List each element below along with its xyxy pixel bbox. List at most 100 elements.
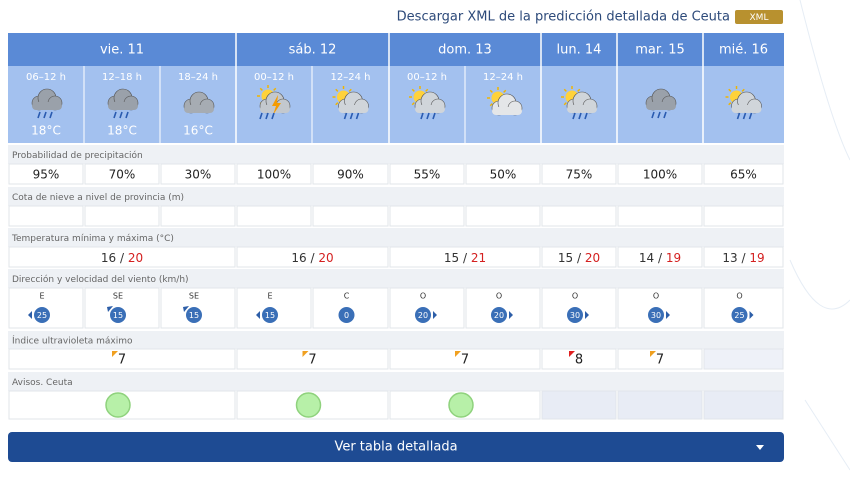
precip-prob: 95%: [33, 168, 60, 182]
wind-dir: O: [496, 292, 502, 301]
period-time: 00–12 h: [254, 72, 294, 83]
temp-range: 16 / 20: [291, 251, 333, 265]
temp-max: 19: [749, 251, 764, 265]
wind-speed: 20: [418, 311, 428, 320]
rain-drop: [265, 112, 269, 120]
wind-dir: SE: [189, 292, 199, 301]
temp-range: 15 / 21: [444, 251, 486, 265]
cell: [8, 163, 84, 185]
temp-separator: /: [577, 251, 582, 265]
wind-badge: [186, 307, 202, 323]
wind-speed: 0: [344, 311, 349, 320]
weather-icon: [487, 87, 523, 116]
wind-dir: C: [344, 292, 350, 301]
precip-prob: 30%: [185, 168, 212, 182]
cell: [84, 205, 160, 227]
cell: [389, 205, 465, 227]
sun-ray: [563, 102, 567, 106]
row-label: Índice ultravioleta máximo: [12, 335, 133, 347]
rain-drop: [343, 112, 348, 120]
weather-icon: [183, 91, 215, 114]
cell: [703, 287, 784, 329]
row-label: Probabilidad de precipitación: [12, 150, 143, 161]
sun-ray: [489, 89, 493, 93]
rain-drop: [736, 112, 741, 120]
cell: [541, 246, 617, 268]
cell: [8, 246, 236, 268]
cell: [312, 205, 389, 227]
cell: [541, 287, 617, 329]
detail-button-text[interactable]: Ver tabla detallada: [334, 440, 457, 455]
wind-badge: [34, 307, 50, 323]
xml-badge-text[interactable]: XML: [750, 13, 769, 23]
weather-icon: [725, 86, 762, 120]
cell: [389, 287, 465, 329]
temp-min: 16: [101, 251, 116, 265]
wind-speed: 20: [494, 311, 504, 320]
wind-dir: SE: [113, 292, 123, 301]
day-label: mié. 16: [719, 43, 768, 58]
row-label-bg: [8, 187, 784, 206]
cell: [541, 348, 617, 370]
detail-button[interactable]: [8, 432, 784, 462]
xml-link[interactable]: Descargar XML de la predicción detallada…: [397, 10, 730, 25]
precip-prob: 55%: [414, 168, 441, 182]
rain-drop: [651, 111, 655, 119]
wind-dir: O: [653, 292, 659, 301]
temp-range: 13 / 19: [722, 251, 764, 265]
cell: [703, 246, 784, 268]
wind-badge: [338, 307, 355, 323]
cell: [541, 163, 617, 185]
precip-prob: 90%: [337, 168, 364, 182]
row-label: Avisos. Ceuta: [12, 378, 73, 388]
uv-value: 7: [308, 353, 316, 368]
precip-prob: 70%: [109, 168, 136, 182]
sun-ray: [728, 88, 732, 92]
caret[interactable]: [756, 445, 764, 450]
sun-ray: [563, 88, 567, 92]
day-label: mar. 15: [635, 43, 685, 58]
day-label: sáb. 12: [289, 43, 337, 58]
rain-drop: [355, 112, 360, 120]
cell: [617, 390, 703, 420]
wind-arrow: [433, 311, 437, 319]
row-label: Dirección y velocidad del viento (km/h): [12, 274, 189, 285]
row-label: Cota de nieve a nivel de provincia (m): [12, 193, 184, 203]
wind-arrow: [256, 311, 260, 319]
xml-badge[interactable]: [735, 10, 783, 24]
precip-prob: 100%: [257, 168, 291, 182]
wind-speed: 15: [265, 311, 275, 320]
sun-ray: [273, 87, 277, 91]
rain-drop: [663, 111, 667, 119]
wind-badge: [567, 307, 583, 323]
cell: [617, 287, 703, 329]
day-header-bg: [8, 33, 784, 66]
sun-ray: [259, 87, 263, 91]
cell: [465, 163, 541, 185]
cell: [703, 348, 784, 370]
period-time: 18–24 h: [178, 72, 218, 83]
temp-max: 19: [666, 251, 681, 265]
uv-flag: [650, 351, 656, 357]
wind-speed: 15: [113, 311, 123, 320]
wind-badge: [491, 307, 507, 323]
temp-separator: /: [120, 251, 125, 265]
warning-indicator: [448, 392, 474, 418]
cell: [236, 205, 312, 227]
temp-separator: /: [741, 251, 746, 265]
rain-drop: [349, 112, 354, 120]
cell: [84, 163, 160, 185]
cloud-base: [32, 102, 62, 110]
uv-value: 7: [656, 353, 664, 368]
temp-min: 14: [639, 251, 654, 265]
temp-separator: /: [658, 251, 663, 265]
temp-separator: /: [463, 251, 468, 265]
period-time: 06–12 h: [26, 72, 66, 83]
day-label: dom. 13: [438, 43, 492, 58]
period-temp: 16°C: [183, 124, 213, 138]
weather-icon: [561, 86, 598, 120]
rain-drop: [119, 111, 123, 119]
cell: [703, 163, 784, 185]
weather-icon: [332, 86, 369, 120]
sun-ray: [348, 88, 352, 92]
